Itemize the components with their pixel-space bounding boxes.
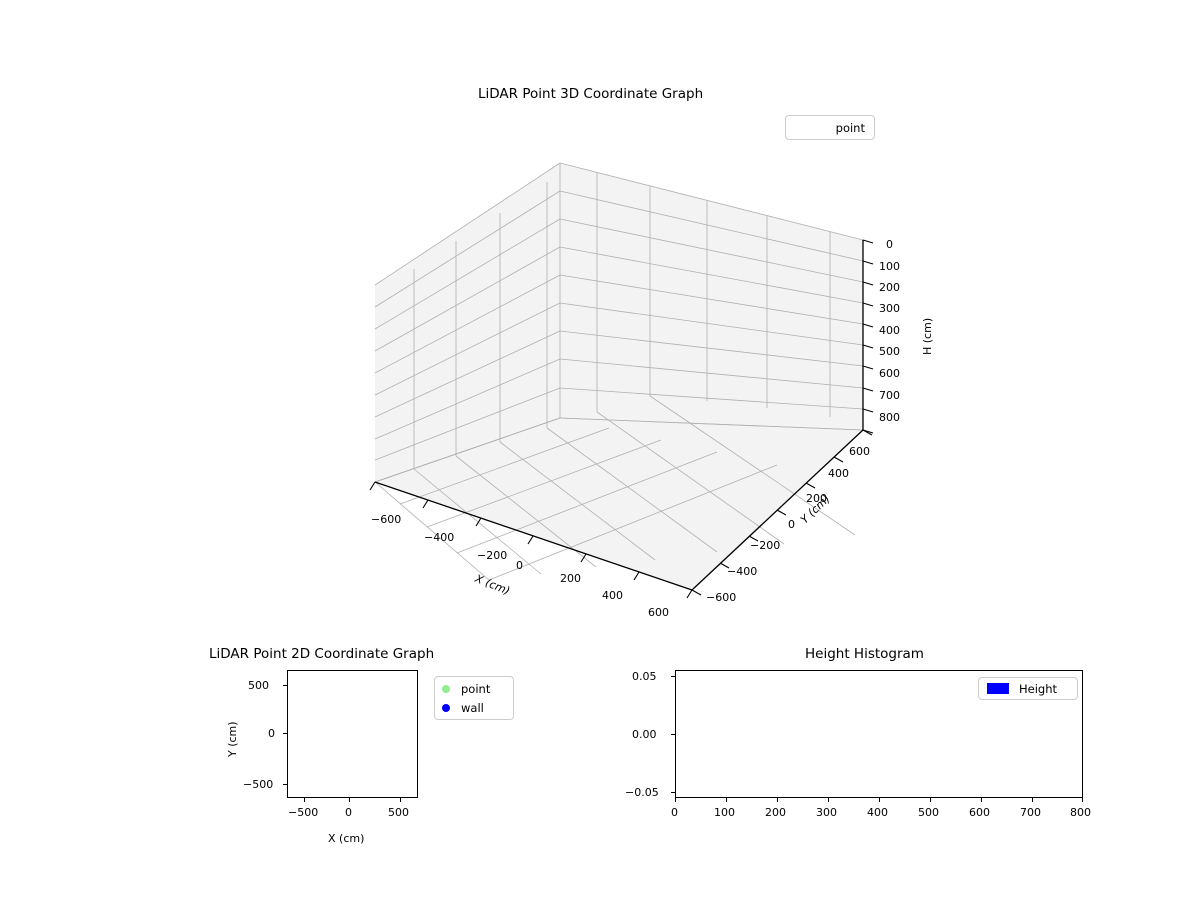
plot-2d-legend-wall-label: wall bbox=[461, 700, 484, 715]
axis-z-ticklabel-1: 100 bbox=[879, 260, 900, 273]
axis-z-ticklabel-6: 600 bbox=[879, 367, 900, 380]
axis-y-ticklabel-2: −200 bbox=[750, 539, 781, 552]
plot-2d-legend-row-point[interactable]: point bbox=[442, 679, 506, 698]
axis-z-ticklabel-4: 400 bbox=[879, 324, 900, 337]
axis-x-ticklabel-5: 400 bbox=[602, 589, 623, 602]
pane-xy-floor bbox=[375, 418, 863, 590]
axis-x-ticklabel-4: 200 bbox=[560, 572, 581, 585]
histogram-title: Height Histogram bbox=[805, 646, 924, 662]
plot-2d-legend[interactable]: point wall bbox=[434, 676, 514, 720]
histogram-yticklabel-2: −0.05 bbox=[625, 786, 659, 799]
plot-2d-xticklabel-1: 0 bbox=[345, 806, 352, 819]
histogram-ytick-mark-1 bbox=[671, 734, 675, 735]
plot-2d-xtick-mark-0 bbox=[304, 798, 305, 802]
histogram-xticklabel-5: 500 bbox=[918, 806, 939, 819]
plot-2d-xlabel: X (cm) bbox=[328, 832, 365, 845]
axis-z-label: H (cm) bbox=[921, 317, 934, 355]
histogram-ytick-mark-2 bbox=[671, 792, 675, 793]
plot-3d-legend[interactable]: point bbox=[785, 115, 875, 140]
axis-y-ticklabel-1: −400 bbox=[727, 565, 758, 578]
legend-height-patch-icon bbox=[987, 683, 1009, 694]
plot-2d-xticklabel-2: 500 bbox=[388, 806, 409, 819]
plot-2d-xtick-mark-1 bbox=[349, 798, 350, 802]
histogram-xticklabel-8: 800 bbox=[1070, 806, 1091, 819]
histogram-xticklabel-0: 0 bbox=[671, 806, 678, 819]
histogram-legend[interactable]: Height bbox=[978, 677, 1078, 700]
histogram-xtick-mark-2 bbox=[777, 798, 778, 802]
plot-3d-legend-point-label: point bbox=[835, 120, 865, 135]
histogram-legend-label: Height bbox=[1019, 681, 1058, 696]
histogram-xticklabel-7: 700 bbox=[1020, 806, 1041, 819]
histogram-xtick-mark-1 bbox=[726, 798, 727, 802]
histogram-xtick-mark-0 bbox=[675, 798, 676, 802]
plot-2d-yticklabel-0: 500 bbox=[248, 679, 269, 692]
axis-y-ticklabel-3: 0 bbox=[788, 518, 795, 531]
histogram-xtick-mark-3 bbox=[828, 798, 829, 802]
histogram-xticklabel-6: 600 bbox=[969, 806, 990, 819]
axis-x-ticklabel-2: −200 bbox=[477, 549, 508, 562]
axis-z-ticklabel-5: 500 bbox=[879, 345, 900, 358]
axis-y-ticklabel-5: 400 bbox=[828, 467, 849, 480]
histogram-xtick-mark-6 bbox=[981, 798, 982, 802]
histogram-xticklabel-2: 200 bbox=[765, 806, 786, 819]
plot-2d-legend-point-label: point bbox=[461, 681, 491, 696]
axis-z-ticklabel-7: 700 bbox=[879, 389, 900, 402]
plot-2d-title: LiDAR Point 2D Coordinate Graph bbox=[209, 646, 435, 662]
axis-z-ticklabel-0: 0 bbox=[886, 238, 893, 251]
plot-2d-axes[interactable] bbox=[287, 670, 418, 798]
plot-2d-legend-row-wall[interactable]: wall bbox=[442, 698, 506, 717]
axis-x-ticklabel-3: 0 bbox=[516, 559, 523, 572]
axis-z-ticklabel-3: 300 bbox=[879, 302, 900, 315]
plot-2d-yticklabel-2: −500 bbox=[243, 778, 274, 791]
axis-z-ticklabel-2: 200 bbox=[879, 281, 900, 294]
axis-x-ticklabel-6: 600 bbox=[648, 606, 669, 619]
axis-y-ticklabel-6: 600 bbox=[849, 445, 870, 458]
axis-y-ticks bbox=[691, 429, 873, 596]
histogram-yticklabel-1: 0.00 bbox=[632, 728, 657, 741]
axis-y-ticklabel-4: 200 bbox=[806, 492, 827, 505]
plot-3d-canvas bbox=[369, 162, 874, 599]
axis-x-ticklabel-1: −400 bbox=[424, 531, 455, 544]
plot-2d-ylabel: Y (cm) bbox=[226, 721, 239, 757]
histogram-xtick-mark-5 bbox=[930, 798, 931, 802]
axis-x-ticklabel-0: −600 bbox=[371, 513, 402, 526]
pane-xz-left bbox=[375, 163, 560, 482]
histogram-xtick-mark-8 bbox=[1082, 798, 1083, 802]
plot-2d-yticklabel-1: 0 bbox=[268, 727, 275, 740]
plot-2d-ytick-mark-1 bbox=[283, 733, 287, 734]
plot-2d-ytick-mark-0 bbox=[283, 685, 287, 686]
legend-point-marker-icon bbox=[442, 684, 450, 693]
axis-z-ticklabel-8: 800 bbox=[879, 411, 900, 424]
histogram-yticklabel-0: 0.05 bbox=[632, 670, 657, 683]
plot-2d-xticklabel-0: −500 bbox=[288, 806, 319, 819]
legend-wall-marker-icon bbox=[442, 703, 450, 712]
axis-x-ticks bbox=[369, 481, 693, 599]
grid-wall-right bbox=[559, 162, 864, 431]
histogram-xticklabel-1: 100 bbox=[714, 806, 735, 819]
histogram-xticklabel-4: 400 bbox=[867, 806, 888, 819]
histogram-xtick-mark-7 bbox=[1032, 798, 1033, 802]
axis-z-ticks bbox=[862, 239, 874, 434]
plot-2d-xtick-mark-2 bbox=[400, 798, 401, 802]
pane-yz-right bbox=[560, 163, 863, 430]
histogram-xticklabel-3: 300 bbox=[816, 806, 837, 819]
grid-wall-left bbox=[374, 162, 561, 483]
axis-y-ticklabel-0: −600 bbox=[706, 591, 737, 604]
plot-2d-ytick-mark-2 bbox=[283, 784, 287, 785]
plot-3d-axes[interactable] bbox=[330, 140, 910, 620]
histogram-xtick-mark-4 bbox=[879, 798, 880, 802]
plot-3d-title: LiDAR Point 3D Coordinate Graph bbox=[478, 86, 704, 102]
histogram-ytick-mark-0 bbox=[671, 676, 675, 677]
